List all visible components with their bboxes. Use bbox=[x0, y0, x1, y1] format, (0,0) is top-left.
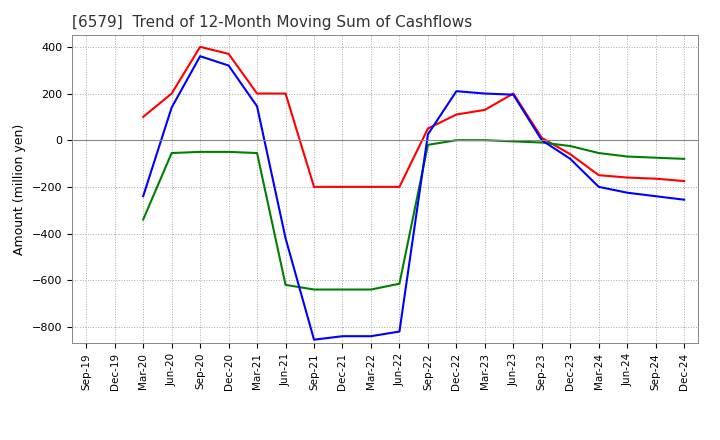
Free Cashflow bbox=[423, 132, 432, 137]
Operating Cashflow bbox=[139, 114, 148, 120]
Free Cashflow bbox=[537, 138, 546, 143]
Operating Cashflow bbox=[338, 184, 347, 190]
Free Cashflow bbox=[253, 104, 261, 109]
Investing Cashflow bbox=[338, 287, 347, 292]
Investing Cashflow bbox=[680, 156, 688, 161]
Investing Cashflow bbox=[139, 217, 148, 222]
Operating Cashflow bbox=[537, 135, 546, 140]
Free Cashflow bbox=[452, 88, 461, 94]
Free Cashflow bbox=[566, 156, 575, 161]
Operating Cashflow bbox=[282, 91, 290, 96]
Investing Cashflow bbox=[282, 282, 290, 287]
Investing Cashflow bbox=[652, 155, 660, 160]
Investing Cashflow bbox=[196, 149, 204, 154]
Operating Cashflow bbox=[680, 178, 688, 183]
Operating Cashflow bbox=[310, 184, 318, 190]
Line: Investing Cashflow: Investing Cashflow bbox=[143, 140, 684, 290]
Y-axis label: Amount (million yen): Amount (million yen) bbox=[13, 124, 26, 255]
Free Cashflow bbox=[623, 190, 631, 195]
Investing Cashflow bbox=[452, 138, 461, 143]
Free Cashflow bbox=[282, 235, 290, 241]
Free Cashflow bbox=[595, 184, 603, 190]
Free Cashflow bbox=[395, 329, 404, 334]
Investing Cashflow bbox=[423, 142, 432, 147]
Free Cashflow bbox=[366, 334, 375, 339]
Free Cashflow bbox=[680, 197, 688, 202]
Free Cashflow bbox=[139, 194, 148, 199]
Operating Cashflow bbox=[480, 107, 489, 113]
Free Cashflow bbox=[196, 54, 204, 59]
Operating Cashflow bbox=[366, 184, 375, 190]
Free Cashflow bbox=[480, 91, 489, 96]
Line: Operating Cashflow: Operating Cashflow bbox=[143, 47, 684, 187]
Investing Cashflow bbox=[595, 150, 603, 156]
Free Cashflow bbox=[167, 105, 176, 110]
Operating Cashflow bbox=[452, 112, 461, 117]
Operating Cashflow bbox=[595, 172, 603, 178]
Operating Cashflow bbox=[225, 51, 233, 56]
Operating Cashflow bbox=[395, 184, 404, 190]
Investing Cashflow bbox=[253, 150, 261, 156]
Operating Cashflow bbox=[196, 44, 204, 50]
Investing Cashflow bbox=[225, 149, 233, 154]
Operating Cashflow bbox=[423, 126, 432, 131]
Free Cashflow bbox=[225, 63, 233, 68]
Operating Cashflow bbox=[253, 91, 261, 96]
Investing Cashflow bbox=[537, 140, 546, 145]
Investing Cashflow bbox=[395, 281, 404, 286]
Investing Cashflow bbox=[480, 138, 489, 143]
Free Cashflow bbox=[338, 334, 347, 339]
Investing Cashflow bbox=[366, 287, 375, 292]
Investing Cashflow bbox=[509, 139, 518, 144]
Investing Cashflow bbox=[167, 150, 176, 156]
Operating Cashflow bbox=[167, 91, 176, 96]
Text: [6579]  Trend of 12-Month Moving Sum of Cashflows: [6579] Trend of 12-Month Moving Sum of C… bbox=[72, 15, 472, 30]
Free Cashflow bbox=[310, 337, 318, 342]
Operating Cashflow bbox=[509, 91, 518, 96]
Operating Cashflow bbox=[652, 176, 660, 181]
Investing Cashflow bbox=[310, 287, 318, 292]
Investing Cashflow bbox=[623, 154, 631, 159]
Operating Cashflow bbox=[566, 151, 575, 157]
Free Cashflow bbox=[509, 92, 518, 97]
Operating Cashflow bbox=[623, 175, 631, 180]
Free Cashflow bbox=[652, 194, 660, 199]
Line: Free Cashflow: Free Cashflow bbox=[143, 56, 684, 340]
Investing Cashflow bbox=[566, 143, 575, 149]
